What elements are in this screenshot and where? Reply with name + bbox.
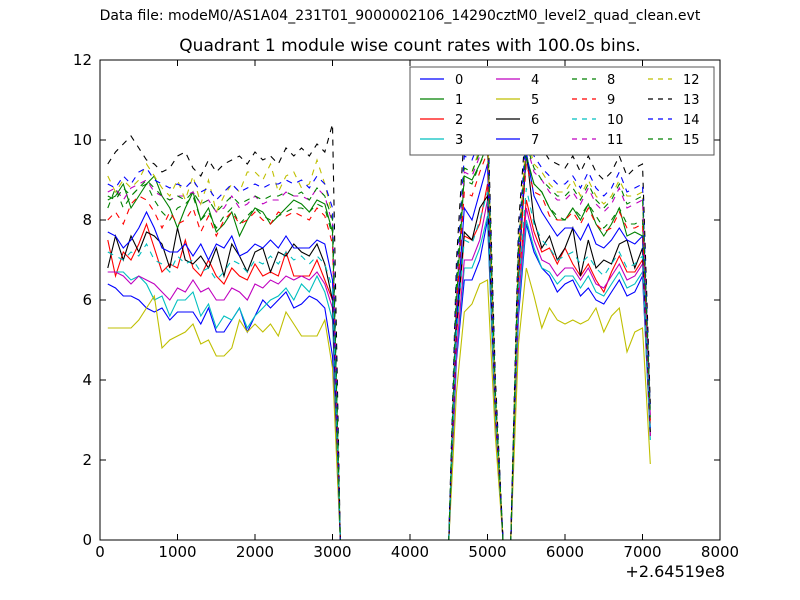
x-tick-label: 4000 [391,543,429,561]
series-line-10 [107,187,651,541]
series-line-14 [107,119,651,541]
x-axis-offset-label: +2.64519e8 [625,562,725,581]
x-tick-label: 0 [95,543,105,561]
legend-label-13: 13 [683,93,700,108]
legend-label-4: 4 [531,73,539,88]
x-tick-label: 1000 [158,543,196,561]
plot-area [107,106,651,541]
series-line-7 [107,151,651,541]
axis-ticks: 0 1000 2000 3000 4000 5000 6000 7000 80000246810… [73,51,739,561]
legend-label-2: 2 [455,113,463,128]
x-tick-label: 3000 [313,543,351,561]
series-line-3 [107,215,651,541]
y-tick-label: 2 [82,451,92,469]
y-tick-label: 10 [73,131,92,149]
chart-title: Quadrant 1 module wise count rates with … [179,36,641,56]
series-line-15 [107,131,651,541]
series-line-12 [107,127,651,541]
legend-label-3: 3 [455,133,463,148]
legend-label-6: 6 [531,113,539,128]
y-tick-label: 4 [82,371,92,389]
x-tick-label: 8000 [701,543,739,561]
x-tick-label: 5000 [468,543,506,561]
y-tick-label: 6 [82,291,92,309]
legend-label-15: 15 [683,133,700,148]
legend-label-11: 11 [607,133,624,148]
legend-label-0: 0 [455,73,463,88]
series-line-8 [107,147,651,541]
legend-box [409,66,715,156]
series-line-6 [107,151,651,541]
legend-label-7: 7 [531,133,539,148]
legend-label-14: 14 [683,113,700,128]
x-tick-label: 2000 [236,543,274,561]
series-line-1 [107,143,651,541]
series-line-9 [107,151,651,541]
x-tick-label: 7000 [623,543,661,561]
legend-label-9: 9 [607,93,615,108]
series-line-13 [107,106,651,541]
y-tick-label: 12 [73,51,92,69]
series-line-5 [107,267,651,541]
legend-label-1: 1 [455,93,463,108]
legend-label-12: 12 [683,73,700,88]
legend-label-8: 8 [607,73,615,88]
suptitle: Data file: modeM0/AS1A04_231T01_90000021… [99,8,701,24]
legend-label-10: 10 [607,113,624,128]
y-tick-label: 8 [82,211,92,229]
y-tick-label: 0 [82,531,92,549]
legend-label-5: 5 [531,93,539,108]
x-tick-label: 6000 [546,543,584,561]
